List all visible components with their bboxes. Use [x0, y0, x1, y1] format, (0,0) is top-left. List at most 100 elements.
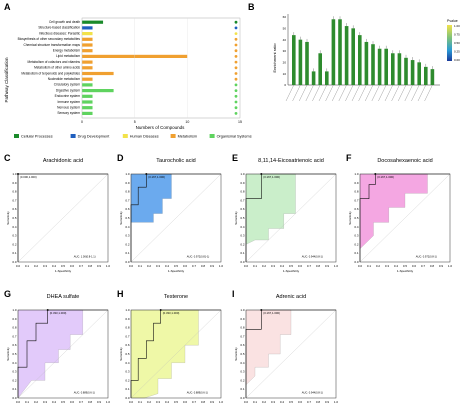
legend-label: Cellular Processes	[21, 135, 53, 139]
x-tick-label	[391, 84, 400, 102]
group-marker	[234, 49, 238, 53]
x-tick-label: 0.9	[439, 264, 444, 268]
cutoff-point	[17, 173, 19, 175]
x-tick-label: 0.2	[147, 264, 152, 268]
category-label: Endocrine system	[55, 94, 81, 98]
group-marker	[234, 106, 238, 110]
y-tick-label: 0.9	[125, 181, 130, 185]
x-tick-label: 0.8	[430, 264, 435, 268]
bar	[358, 35, 362, 85]
y-tick-label: 0.4	[240, 225, 245, 229]
y-tick-label: 0.0	[125, 396, 130, 400]
x-tick-label: 0.6	[183, 264, 188, 268]
roc-panel-h: H Testerone (0.333,1.000) AUC: 0.889(0.6-1)…	[117, 289, 223, 404]
y-tick-label: 1.0	[125, 308, 130, 312]
x-tick-label: 0.7	[421, 264, 426, 268]
legend-swatch	[70, 134, 76, 138]
x-tick-label: 0.5	[174, 264, 179, 268]
diagonal	[245, 173, 337, 263]
auc-label: AUC: 0.972(0.81-1)	[187, 255, 210, 259]
y-tick-label: 0.0	[240, 260, 245, 264]
y-tick-label: 0.3	[12, 234, 17, 238]
y-tick-label: 0.6	[12, 343, 17, 347]
bar	[82, 106, 93, 110]
x-axis-label: 1-Specificity	[397, 269, 414, 273]
colorbar	[447, 25, 452, 61]
x-tick-label	[411, 84, 420, 102]
confidence-area	[130, 309, 199, 399]
x-tick-label	[378, 84, 387, 102]
diagonal	[245, 309, 337, 399]
auc-label: AUC: 0.889(0.6-1)	[74, 391, 95, 395]
y-tick-label: 0.8	[125, 326, 130, 330]
bar	[82, 32, 93, 36]
y-tick-label: 0.1	[12, 251, 17, 255]
x-tick-label: 0.2	[262, 264, 267, 268]
y-tick-label: 0.5	[240, 216, 245, 220]
y-tick-label: 0.4	[125, 225, 130, 229]
y-tick-label: 0.0	[12, 396, 17, 400]
roc-panel-c: C Arachidonic acid (0.000,1.000) AUC: 1.00(…	[4, 153, 110, 273]
x-tick-label: 0.5	[174, 400, 179, 404]
legend-label: Drug Development	[78, 135, 111, 139]
y-tick-label: 0.1	[240, 387, 245, 391]
x-tick-label: 0.3	[271, 400, 276, 404]
y-tick-label: 0.8	[12, 190, 17, 194]
roc-title: Adrenic acid	[276, 294, 306, 300]
y-tick-label: 0.5	[354, 216, 359, 220]
y-tick-label: 1.0	[240, 172, 245, 176]
bar	[338, 19, 342, 86]
bar	[364, 41, 369, 85]
bar	[82, 26, 93, 30]
y-tick-label: 0.2	[125, 242, 130, 246]
bar	[417, 62, 421, 85]
y-tick-label: 0.5	[125, 352, 130, 356]
y-tick-label: 0.9	[125, 317, 130, 321]
y-tick-label: 0.9	[240, 181, 245, 185]
bar	[82, 89, 114, 93]
x-tick-label	[345, 84, 354, 102]
category-label: Metabolism of cofactors and vitamins	[28, 60, 81, 64]
bar	[325, 71, 329, 85]
roc-title: Testerone	[164, 294, 188, 300]
roc-title: Docosahexaenoic acid	[377, 158, 432, 164]
y-tick-label: 0.1	[125, 251, 130, 255]
category-label: Metabolism of other amino acids	[34, 66, 80, 70]
y-tick-label: 0.3	[240, 370, 245, 374]
roc-curve	[245, 309, 336, 398]
panel-label: F	[346, 153, 352, 163]
y-tick-label: 0.1	[240, 251, 245, 255]
y-tick-label: 0.3	[354, 234, 359, 238]
bar	[311, 71, 316, 85]
bar	[82, 37, 93, 41]
y-tick-label: 0.2	[12, 378, 17, 382]
x-tick-label: 0.4	[52, 264, 57, 268]
bar	[82, 94, 93, 98]
y-tick-label: 0.9	[354, 181, 359, 185]
x-tick-label	[371, 84, 380, 102]
x-tick-label: 0.3	[385, 264, 390, 268]
roc-panel-g: G DHEA sulfate (0.333,1.000) AUC: 0.889(0.6…	[4, 289, 110, 404]
x-tick-label: 0.5	[403, 264, 408, 268]
y-tick-label: 0.5	[240, 352, 245, 356]
bar	[82, 77, 93, 81]
y-tick-label: 0.7	[240, 334, 245, 338]
panel-b-label: B	[248, 2, 255, 12]
x-tick-label: 5	[134, 120, 136, 124]
x-tick-label: 0.1	[25, 400, 30, 404]
y-tick-label: 0.7	[354, 198, 359, 202]
panel-label: I	[232, 289, 235, 299]
x-tick-label: 0.0	[244, 400, 249, 404]
cutoff-point	[260, 309, 263, 311]
group-marker	[234, 89, 238, 92]
x-tick-label: 0.9	[210, 264, 215, 268]
category-label: Sensory system	[57, 111, 80, 115]
bar	[397, 53, 402, 85]
y-tick-label: 0.2	[12, 242, 17, 246]
bar	[292, 35, 296, 85]
y-tick-label: 0.7	[240, 198, 245, 202]
panel-a-xlabel: Numbers of Compounds	[136, 125, 186, 130]
x-tick-label: 0.8	[201, 400, 206, 404]
y-tick-label: 50	[283, 27, 287, 31]
y-axis-label: Sensitivity	[119, 347, 123, 361]
